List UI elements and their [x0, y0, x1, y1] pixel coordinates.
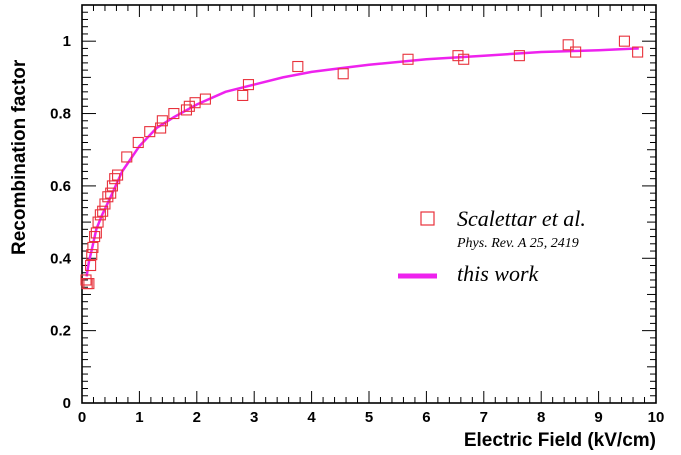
- x-axis-ticks: [81, 5, 657, 403]
- x-tick-label: 8: [537, 409, 545, 426]
- x-tick-label: 3: [250, 409, 258, 426]
- data-point: [83, 278, 95, 290]
- data-point: [121, 151, 133, 163]
- y-axis-tick-labels: 0 0.2 0.4 0.6 0.8 1: [50, 33, 72, 412]
- data-point: [402, 53, 414, 65]
- x-tick-label: 10: [648, 409, 665, 426]
- data-point: [156, 115, 168, 127]
- data-point: [180, 104, 193, 116]
- legend-marker-square: [420, 211, 435, 226]
- legend-label-this-work: this work: [457, 261, 540, 286]
- data-point: [237, 89, 249, 102]
- data-point: [89, 231, 101, 243]
- data-point: [112, 169, 124, 181]
- data-point: [242, 79, 255, 91]
- legend-sublabel-reference: Phys. Rev. A 25, 2419: [456, 236, 579, 251]
- data-point: [337, 68, 349, 80]
- data-point: [102, 191, 114, 203]
- x-axis-tick-labels: 0 1 2 3 4 5 6 7 8 9 10: [78, 409, 665, 426]
- x-tick-label: 6: [422, 409, 430, 426]
- data-point: [105, 187, 117, 199]
- data-point: [85, 259, 97, 272]
- x-tick-label: 1: [135, 409, 143, 426]
- data-point: [458, 53, 470, 65]
- y-tick-label: 0.8: [50, 106, 71, 123]
- data-point: [562, 39, 574, 51]
- data-point: [570, 46, 582, 58]
- this-work-curve: [85, 47, 639, 277]
- data-point: [106, 180, 118, 192]
- x-tick-label: 9: [594, 409, 602, 426]
- data-point: [292, 60, 304, 73]
- legend: Scalettar et al. Phys. Rev. A 25, 2419 t…: [398, 206, 586, 286]
- data-point: [144, 126, 156, 138]
- data-point: [632, 46, 644, 58]
- legend-label-scalettar: Scalettar et al.: [457, 206, 586, 231]
- y-tick-label: 1: [63, 33, 71, 50]
- data-point: [97, 205, 109, 217]
- data-point: [87, 241, 99, 253]
- data-point: [199, 93, 211, 105]
- data-point: [155, 122, 167, 134]
- data-point: [183, 100, 195, 112]
- data-point: [94, 209, 106, 221]
- data-point: [99, 198, 111, 210]
- scalettar-data-points: [80, 35, 644, 290]
- x-axis-label: Electric Field (kV/cm): [464, 430, 656, 451]
- y-axis-label: Recombination factor: [9, 59, 30, 255]
- y-tick-label: 0.2: [50, 323, 71, 340]
- data-point: [132, 136, 144, 149]
- data-point: [80, 274, 92, 286]
- data-point: [86, 249, 98, 261]
- data-point: [90, 227, 102, 239]
- x-tick-label: 4: [307, 409, 316, 426]
- data-point: [452, 50, 464, 62]
- data-point: [513, 50, 525, 62]
- data-point: [168, 107, 180, 120]
- y-axis-ticks: [82, 4, 656, 404]
- y-tick-label: 0.4: [50, 250, 72, 267]
- x-tick-label: 7: [480, 409, 488, 426]
- y-tick-label: 0: [63, 395, 71, 412]
- data-point: [618, 35, 630, 47]
- x-tick-label: 5: [365, 409, 373, 426]
- x-tick-label: 2: [193, 409, 201, 426]
- data-point: [109, 173, 121, 185]
- y-tick-label: 0.6: [50, 178, 71, 195]
- x-tick-label: 0: [78, 409, 86, 426]
- data-point: [92, 216, 104, 228]
